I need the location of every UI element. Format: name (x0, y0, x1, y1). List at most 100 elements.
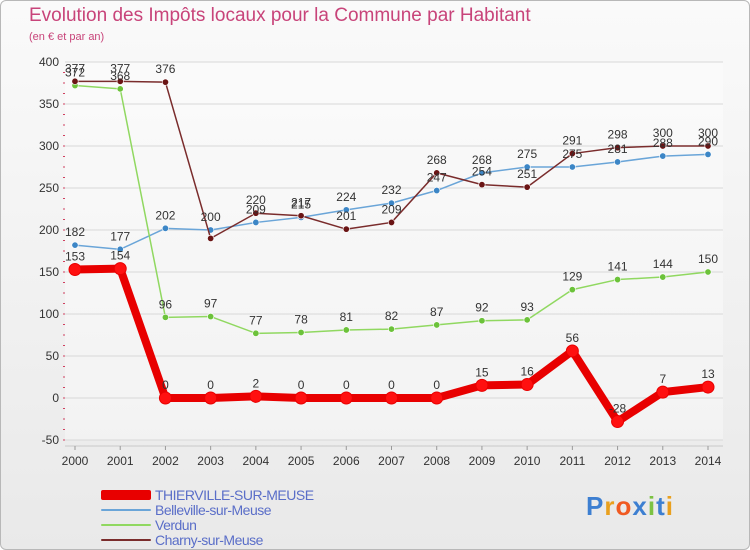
data-point (71, 77, 79, 85)
data-label: 92 (475, 301, 489, 315)
data-label: 0 (207, 378, 214, 392)
legend-label: Charny-sur-Meuse (155, 531, 263, 548)
data-point (249, 389, 263, 403)
data-label: 77 (249, 313, 263, 327)
x-tick-label: 2012 (604, 454, 631, 468)
data-label: 372 (65, 66, 85, 80)
y-tick-label: 400 (39, 55, 59, 69)
data-labels: 153 154 0 0 2 0 0 0 0 15 16 56 -28 7 13 (65, 249, 715, 416)
x-tick-label: 2014 (695, 454, 722, 468)
data-point (659, 152, 667, 160)
brand-letter: i (647, 491, 657, 521)
y-tick-label: 0 (52, 391, 59, 405)
data-label: 0 (162, 378, 169, 392)
series-belleville-sur-meuse (71, 150, 712, 253)
legend-item: Verdun (101, 516, 314, 533)
data-point (568, 163, 576, 171)
data-point (294, 391, 308, 405)
brand-letter: i (665, 491, 674, 521)
brand-logo: Proxiti (586, 491, 674, 522)
data-label: 368 (110, 69, 130, 83)
legend-swatch (101, 538, 151, 541)
data-point (342, 206, 350, 214)
data-point (659, 273, 667, 281)
data-label: 300 (653, 126, 673, 140)
data-point (339, 391, 353, 405)
data-point (161, 224, 169, 232)
legend: THIERVILLE-SUR-MEUSE Belleville-sur-Meuse… (101, 487, 314, 548)
y-axis: -50 0 50 100 150 200 250 300 350 400 (39, 55, 65, 447)
data-point (523, 183, 531, 191)
data-label: 268 (472, 153, 492, 167)
data-label: 0 (433, 378, 440, 392)
data-point (659, 142, 667, 150)
data-point (68, 262, 82, 276)
legend-item: Belleville-sur-Meuse (101, 501, 314, 518)
x-tick-label: 2002 (152, 454, 179, 468)
data-label: -28 (609, 402, 627, 416)
data-point (656, 385, 670, 399)
data-label: 300 (698, 126, 718, 140)
x-tick-label: 2008 (423, 454, 450, 468)
data-label: 0 (388, 378, 395, 392)
series-charny-sur-meuse (71, 77, 712, 242)
data-label: 288 (653, 136, 673, 150)
data-label: 268 (427, 153, 447, 167)
data-label: 275 (517, 147, 537, 161)
data-label: 82 (385, 309, 399, 323)
data-label: 81 (340, 310, 354, 324)
data-label: 16 (520, 365, 534, 379)
data-point (161, 78, 169, 86)
data-label: 177 (110, 229, 130, 243)
data-point (704, 142, 712, 150)
data-point (116, 77, 124, 85)
x-tick-label: 2009 (469, 454, 496, 468)
x-tick-label: 2005 (288, 454, 315, 468)
y-tick-label: 150 (39, 265, 59, 279)
legend-label: Belleville-sur-Meuse (155, 501, 272, 518)
data-point (611, 415, 625, 429)
brand-letter: P (586, 491, 605, 521)
data-label: 202 (155, 208, 175, 222)
data-label: 377 (110, 61, 130, 75)
chart-title: Evolution des Impôts locaux pour la Comm… (29, 5, 531, 26)
data-label: 232 (381, 183, 401, 197)
plot-area (65, 62, 723, 440)
data-label: 0 (298, 378, 305, 392)
legend-swatch (101, 523, 151, 526)
data-label: 2 (253, 376, 260, 390)
data-label: 209 (381, 202, 401, 216)
y-tick-label: 300 (39, 139, 59, 153)
data-point (207, 313, 215, 321)
data-label: 153 (65, 249, 85, 263)
data-label: 201 (336, 209, 356, 223)
data-label: 217 (291, 196, 311, 210)
brand-letter: x (632, 491, 648, 521)
data-label: 254 (472, 165, 492, 179)
data-point (252, 209, 260, 217)
data-point (520, 378, 534, 392)
data-point (565, 344, 579, 358)
data-label: 97 (204, 297, 218, 311)
data-label: 141 (608, 260, 628, 274)
data-point (701, 380, 715, 394)
data-label: 220 (246, 193, 266, 207)
legend-item: Charny-sur-Meuse (101, 531, 314, 548)
legend-label: Verdun (155, 516, 197, 533)
data-label: 129 (562, 270, 582, 284)
data-label: 275 (562, 147, 582, 161)
data-point (116, 245, 124, 253)
data-point (207, 234, 215, 242)
x-tick-label: 2013 (649, 454, 676, 468)
data-labels: 182 177 202 200 209 215 224 232 247 268 275 275 281 2… (65, 134, 718, 243)
data-label: 376 (155, 62, 175, 76)
data-point (387, 325, 395, 333)
data-point (387, 218, 395, 226)
data-point (433, 321, 441, 329)
data-point (523, 163, 531, 171)
data-point (297, 328, 305, 336)
data-label: 281 (608, 142, 628, 156)
data-label: 247 (427, 171, 447, 185)
